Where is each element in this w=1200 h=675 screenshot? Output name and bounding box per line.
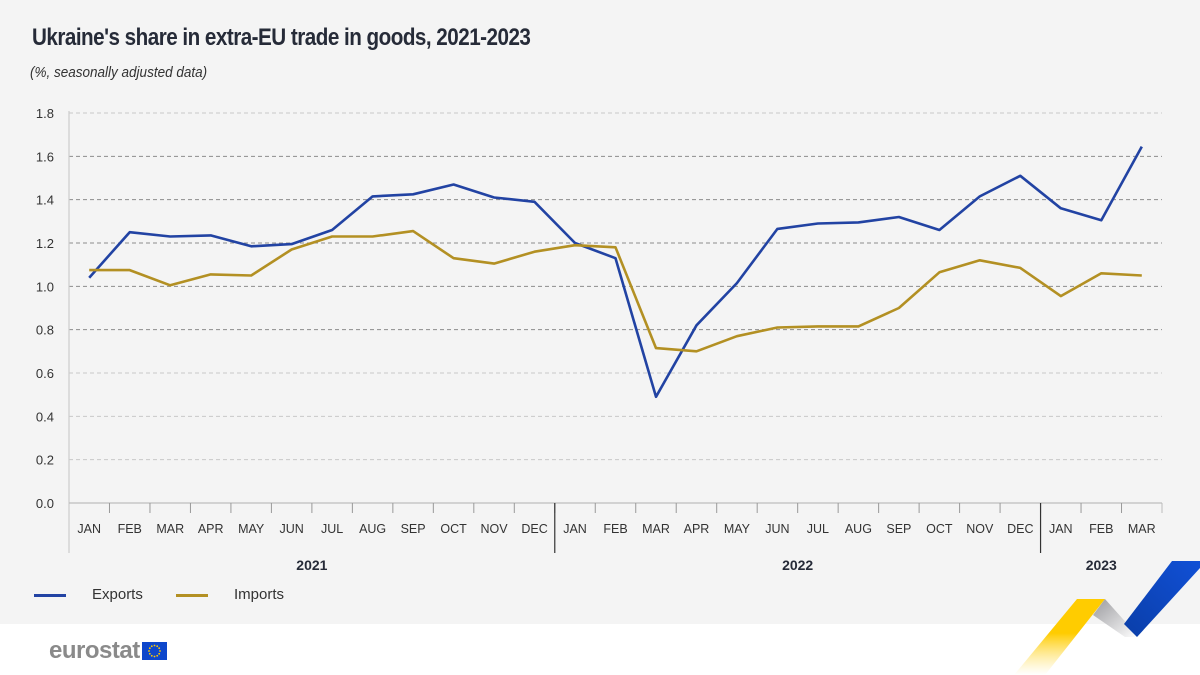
x-tick-label: JUN — [765, 522, 789, 536]
y-tick-label: 1.6 — [36, 149, 54, 164]
x-tick-label: DEC — [1007, 522, 1033, 536]
x-tick-label: FEB — [603, 522, 627, 536]
y-tick-label: 0.0 — [36, 496, 54, 511]
chart-panel — [0, 0, 1200, 624]
year-label: 2021 — [296, 557, 327, 573]
x-tick-label: JAN — [1049, 522, 1073, 536]
gridlines — [69, 112, 1162, 461]
y-tick-label: 0.6 — [36, 366, 54, 381]
y-tick-label: 0.8 — [36, 323, 54, 338]
x-tick-label: JUL — [321, 522, 343, 536]
legend-swatch-imports — [176, 593, 208, 597]
x-tick-label: MAY — [238, 522, 265, 536]
x-tick-label: OCT — [440, 522, 467, 536]
axes: 0.0 0.2 0.4 0.6 0.8 1.0 1.2 1.4 1.6 1.8 JAN FEB MAR A… — [36, 106, 1163, 573]
y-tick-label: 0.2 — [36, 453, 54, 468]
x-tick-label: NOV — [481, 522, 509, 536]
x-tick-label: JAN — [77, 522, 101, 536]
x-tick-label: OCT — [926, 522, 953, 536]
series-lines — [88, 145, 1143, 399]
x-tick-label: MAR — [642, 522, 670, 536]
chart-title: Ukraine's share in extra-EU trade in goo… — [32, 24, 531, 51]
x-tick-label: JUN — [279, 522, 303, 536]
legend-label-imports: Imports — [234, 586, 285, 603]
x-tick-label: JAN — [563, 522, 587, 536]
x-tick-label: FEB — [118, 522, 142, 536]
series-line-exports — [88, 145, 1143, 399]
eurostat-logo: eurostat — [49, 637, 167, 665]
series-line-imports — [89, 229, 1142, 353]
x-tick-label: SEP — [401, 522, 426, 536]
x-tick-label: APR — [198, 522, 224, 536]
x-tick-label: NOV — [966, 522, 994, 536]
x-tick-label: JUL — [807, 522, 829, 536]
x-tick-label: MAR — [1128, 522, 1156, 536]
y-tick-label: 1.8 — [36, 106, 54, 121]
y-tick-label: 0.4 — [36, 409, 54, 424]
x-tick-label: APR — [684, 522, 710, 536]
year-label: 2023 — [1086, 557, 1117, 573]
chart-subtitle: (%, seasonally adjusted data) — [30, 64, 208, 81]
x-tick-label: AUG — [845, 522, 872, 536]
legend-swatch-exports — [34, 593, 66, 597]
ribbon-yellow — [1014, 599, 1105, 675]
x-tick-label: AUG — [359, 522, 386, 536]
y-tick-label: 1.2 — [36, 236, 54, 251]
legend-item-imports[interactable]: Imports — [176, 586, 284, 603]
year-label: 2022 — [782, 557, 813, 573]
ribbon-blue — [1124, 561, 1200, 637]
x-tick-label: MAR — [156, 522, 184, 536]
logo-text: eurostat — [49, 637, 140, 664]
y-tick-label: 1.4 — [36, 193, 54, 208]
x-tick-label: DEC — [521, 522, 547, 536]
x-tick-label: SEP — [886, 522, 911, 536]
legend-item-exports[interactable]: Exports — [34, 586, 143, 603]
x-tick-label: FEB — [1089, 522, 1113, 536]
legend-label-exports: Exports — [92, 586, 143, 603]
x-tick-label: MAY — [724, 522, 751, 536]
y-tick-label: 1.0 — [36, 279, 54, 294]
eu-flag-icon — [141, 642, 167, 660]
